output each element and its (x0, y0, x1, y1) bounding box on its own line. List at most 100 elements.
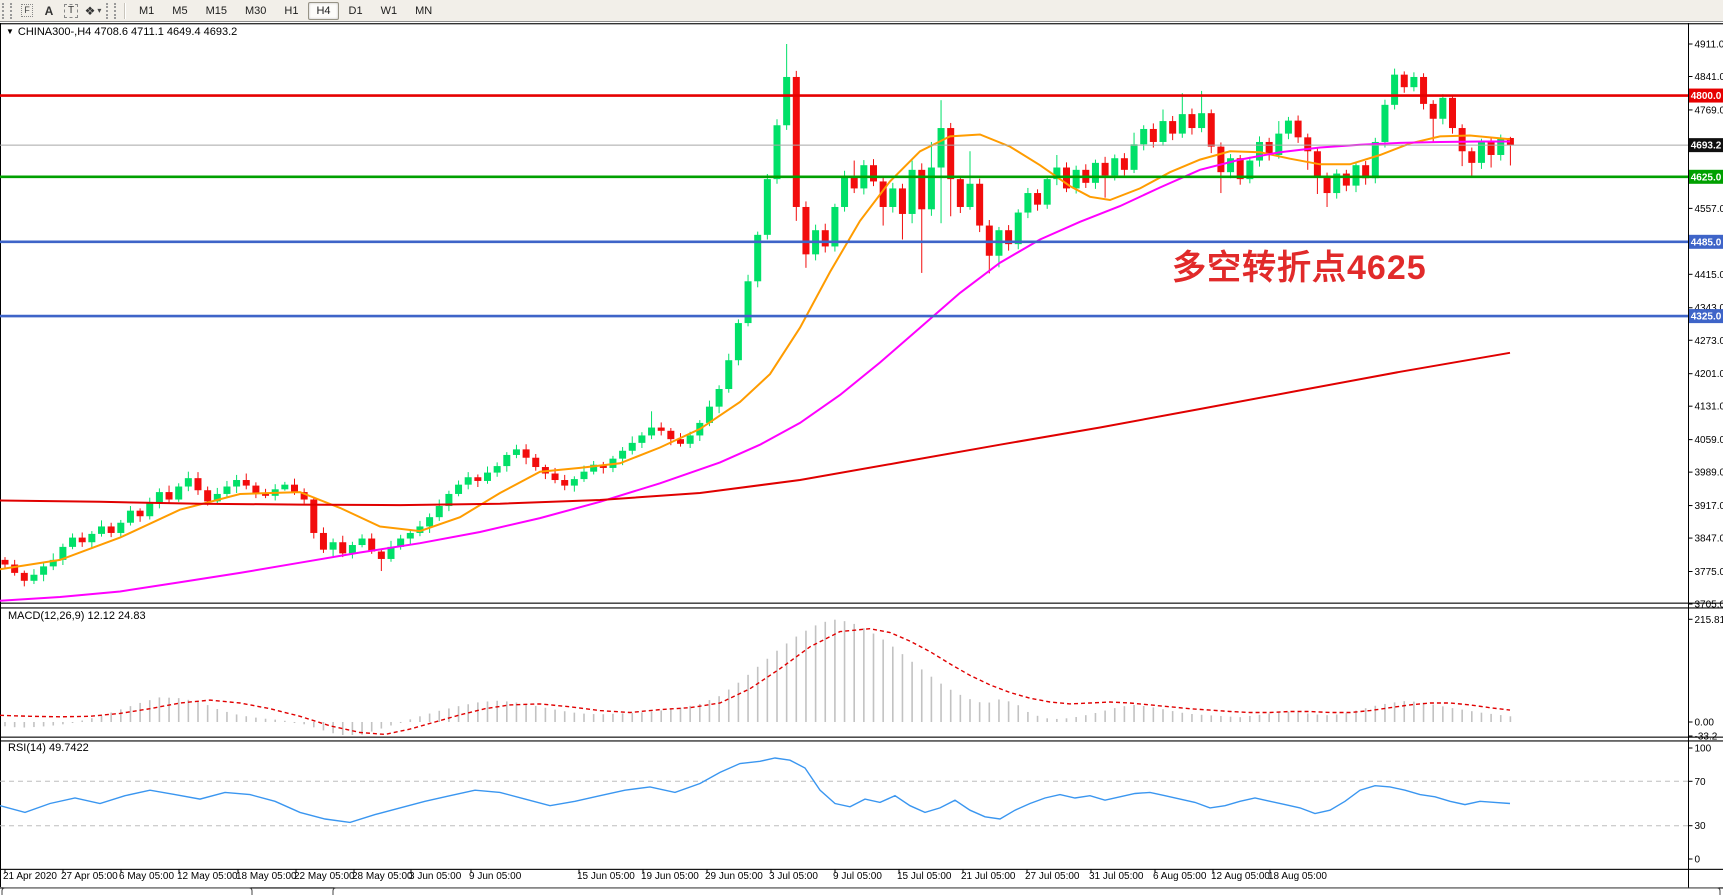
date-label: 31 Jul 05:00 (1089, 871, 1144, 882)
timeframe-button-w1[interactable]: W1 (380, 4, 398, 17)
date-label: 6 May 05:00 (119, 871, 175, 882)
date-axis-ticks (4, 869, 1271, 873)
candle (1352, 165, 1360, 186)
price-badge-4325.0: 4325.0 (1689, 309, 1723, 324)
panel-border (0, 736, 1723, 738)
grid-f-icon: F (21, 4, 33, 17)
candle (1188, 114, 1196, 129)
candle (1371, 141, 1379, 179)
candle (435, 506, 443, 518)
price-tick-label: 4273.0 (1695, 336, 1723, 347)
candle (1236, 158, 1244, 180)
date-axis[interactable]: 21 Apr 2020 27 Apr 05:00 6 May 05:00 12 May… (0, 871, 1688, 887)
collapse-caret-icon[interactable]: ▼ (6, 27, 14, 36)
price-axis-ticks: 4911.0 4841.0 4769.0 4557.0 4415.0 4343.0 4273… (1688, 40, 1723, 611)
symbol-title[interactable]: ▼ CHINA300-,H4 4708.6 4711.1 4649.4 4693.… (6, 26, 237, 38)
candle (233, 480, 241, 487)
timeframe-button-h4[interactable]: H4 (308, 1, 339, 20)
candle (1410, 76, 1418, 88)
candle (821, 230, 829, 247)
candle (1111, 158, 1119, 176)
timeframe-button-m5[interactable]: M5 (172, 4, 188, 17)
candle (262, 493, 270, 496)
price-tick-label: 3847.0 (1695, 534, 1723, 545)
ma-fast-line (0, 133, 1511, 571)
candle (725, 360, 733, 390)
price-tick-label: 4841.0 (1695, 72, 1723, 83)
candle (165, 492, 173, 500)
candle (1284, 120, 1292, 134)
timeframe-button-h1[interactable]: H1 (284, 4, 299, 17)
candle (1130, 144, 1138, 170)
timeframe-button-d1[interactable]: D1 (348, 4, 363, 17)
candle (98, 526, 105, 534)
candle (1294, 120, 1302, 138)
toolbar-drag-handle-icon[interactable] (106, 2, 116, 19)
text-tool-button[interactable]: T (61, 2, 81, 20)
chart-grid-button[interactable]: F (17, 2, 37, 20)
candle (1120, 158, 1128, 170)
candle (580, 471, 588, 480)
shapes-tool-button[interactable]: ❖ ▾ (83, 2, 103, 20)
toolbar-drag-handle-icon[interactable] (2, 2, 12, 19)
candle (1400, 74, 1408, 88)
candle (1, 559, 9, 565)
svg-text:4325.0: 4325.0 (1691, 312, 1722, 323)
candle (1362, 165, 1370, 179)
candle (310, 499, 318, 533)
candle (406, 532, 414, 539)
candle (300, 492, 308, 500)
svg-text:30: 30 (1695, 821, 1707, 832)
left-border (0, 23, 1, 887)
candle (1217, 146, 1225, 173)
timeframe-button-m1[interactable]: M1 (139, 4, 155, 17)
price-tick-label: 3705.0 (1695, 600, 1723, 611)
candle (1198, 113, 1206, 129)
cursor-tool-button[interactable]: A (39, 2, 59, 20)
candle (30, 574, 38, 581)
candle (1458, 128, 1466, 152)
timeframe-button-m30[interactable]: M30 (244, 4, 267, 17)
candle (937, 128, 945, 168)
date-label: 12 Aug 05:00 (1211, 871, 1270, 882)
timeframe-button-m15[interactable]: M15 (205, 4, 227, 17)
candle (291, 484, 298, 493)
candle (802, 206, 810, 255)
candle (20, 572, 28, 581)
candle (532, 457, 540, 468)
date-label: 21 Apr 2020 (3, 871, 57, 882)
bottom-tab-top[interactable] (332, 887, 1721, 895)
bottom-tab-top[interactable] (1, 887, 253, 895)
svg-text:70: 70 (1695, 777, 1707, 788)
date-label: 9 Jul 05:00 (833, 871, 882, 882)
macd-panel-label: MACD(12,26,9) 12.12 24.83 (8, 610, 146, 622)
candle (1487, 141, 1495, 155)
candle (619, 450, 627, 459)
macd-axis-labels: 215.81 0.00 -33.2 (1688, 615, 1723, 743)
price-tick-label: 3989.0 (1695, 468, 1723, 479)
price-tick-label: 4343.0 (1695, 303, 1723, 314)
timeframe-button-mn[interactable]: MN (415, 4, 433, 17)
candle (358, 538, 366, 546)
candle (927, 167, 935, 210)
candle (484, 472, 491, 481)
chart-canvas[interactable]: 4911.0 4841.0 4769.0 4557.0 4415.0 4343.0 4273… (0, 23, 1723, 895)
candle (522, 449, 530, 458)
candle (1014, 212, 1022, 245)
toolbar-separator (124, 2, 126, 19)
chart-background (0, 23, 1723, 895)
svg-text:215.81: 215.81 (1695, 615, 1723, 626)
rsi-panel-label: RSI(14) 49.7422 (8, 742, 89, 754)
candle (570, 479, 578, 486)
candle (184, 478, 192, 487)
date-label: 6 Aug 05:00 (1153, 871, 1207, 882)
candle (126, 510, 134, 523)
candle (1053, 167, 1061, 180)
candle (1159, 121, 1167, 142)
candle (1497, 137, 1505, 155)
date-label: 28 May 05:00 (352, 871, 413, 882)
candle (1178, 114, 1186, 134)
candle (339, 542, 347, 554)
candle (1072, 169, 1080, 189)
